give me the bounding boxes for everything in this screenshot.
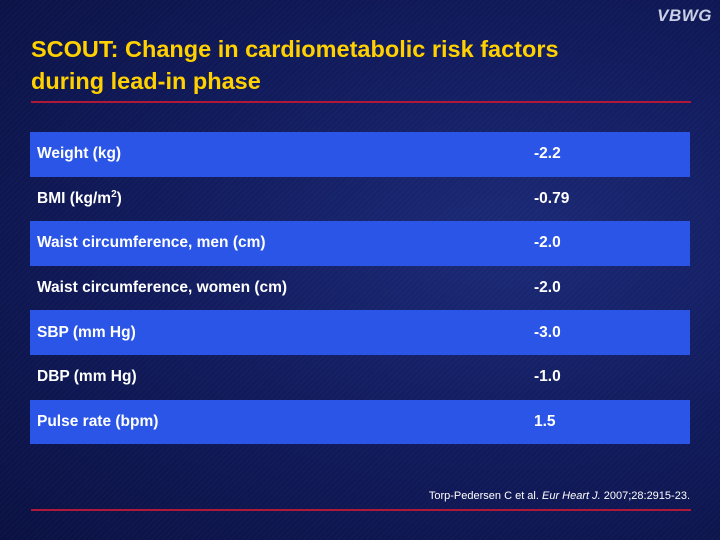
row-label: Pulse rate (bpm) xyxy=(37,412,159,430)
footer-divider xyxy=(31,509,691,511)
table-row: Waist circumference, men (cm) -2.0 xyxy=(30,221,690,266)
row-label: BMI (kg/m2) xyxy=(30,189,534,208)
slide-title-line-1: SCOUT: Change in cardiometabolic risk fa… xyxy=(31,36,559,62)
citation-authors: Torp-Pedersen C et al. xyxy=(428,490,539,502)
citation-details: 2007;28:2915-23. xyxy=(603,490,690,502)
row-value: -2.0 xyxy=(534,234,561,252)
table-row: BMI (kg/m2) -0.79 xyxy=(30,177,690,222)
table-row: Weight (kg) -2.2 xyxy=(30,132,690,177)
row-label: Waist circumference, women (cm) xyxy=(37,279,288,297)
row-value: -2.0 xyxy=(534,279,561,297)
slide-title: SCOUT: Change in cardiometabolic risk fa… xyxy=(31,33,691,97)
row-label-text-end: ) xyxy=(116,190,122,208)
row-label-superscript: 2 xyxy=(111,189,117,201)
title-divider xyxy=(31,101,691,103)
table-row: DBP (mm Hg) -1.0 xyxy=(30,355,690,400)
row-value: 1.5 xyxy=(534,412,556,430)
row-value: -0.79 xyxy=(534,189,570,207)
row-value: -2.2 xyxy=(534,145,561,163)
table-row: SBP (mm Hg) -3.0 xyxy=(30,310,690,355)
row-label: Waist circumference, men (cm) xyxy=(37,234,266,252)
row-value: -1.0 xyxy=(534,368,561,386)
citation-journal: Eur Heart J. xyxy=(542,490,601,502)
row-value: -3.0 xyxy=(534,323,561,341)
row-label: Weight (kg) xyxy=(37,145,122,163)
slide-title-line-2: during lead-in phase xyxy=(31,68,261,94)
vbwg-logo: VBWG xyxy=(657,6,712,25)
table-row: Waist circumference, women (cm) -2.0 xyxy=(30,266,690,311)
row-label-text: BMI (kg/m xyxy=(37,190,112,208)
row-label: SBP (mm Hg) xyxy=(37,323,136,341)
table-row: Pulse rate (bpm) 1.5 xyxy=(30,399,690,445)
row-label: DBP (mm Hg) xyxy=(37,368,137,386)
citation: Torp-Pedersen C et al. Eur Heart J. 2007… xyxy=(429,490,690,502)
risk-factor-table: Weight (kg) -2.2 BMI (kg/m2) -0.79 Waist… xyxy=(30,132,690,445)
